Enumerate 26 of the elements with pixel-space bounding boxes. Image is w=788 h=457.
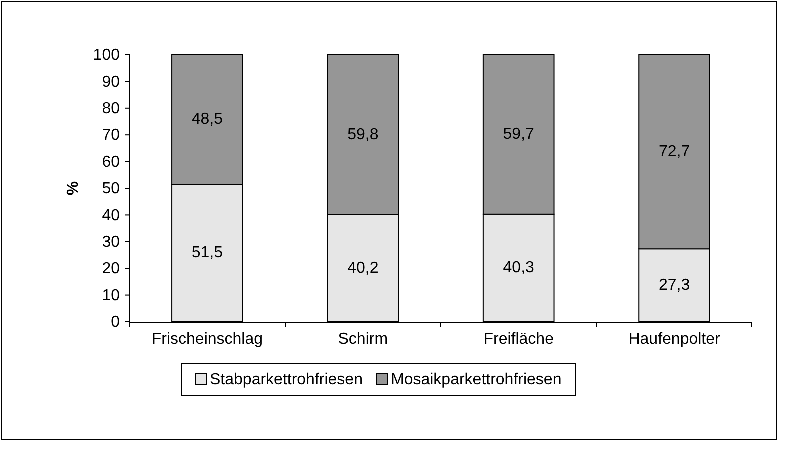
y-tick-label: 10 <box>102 287 120 304</box>
data-label: 59,8 <box>348 126 379 144</box>
y-tick-label: 0 <box>111 314 120 332</box>
data-label: 59,7 <box>503 126 535 144</box>
y-tick-label: 20 <box>102 260 120 278</box>
data-label: 72,7 <box>658 144 690 161</box>
y-tick-label: 50 <box>102 180 120 198</box>
y-tick-label: 100 <box>93 47 120 64</box>
y-tick-label: 60 <box>102 154 120 171</box>
x-tick-label: Schirm <box>338 331 388 348</box>
y-axis-title: % <box>65 181 82 196</box>
y-tick-label: 30 <box>102 234 120 252</box>
x-tick-label: Freifläche <box>484 331 554 348</box>
data-label: 40,2 <box>348 260 379 277</box>
y-tick-label: 70 <box>102 127 120 144</box>
data-label: 40,3 <box>503 260 535 277</box>
data-label: 27,3 <box>658 277 690 294</box>
x-tick-label: Frischeinschlag <box>152 331 264 348</box>
y-tick-label: 80 <box>102 100 120 118</box>
legend-label: Stabparkettrohfriesen <box>210 372 363 388</box>
data-label: 48,5 <box>192 111 224 128</box>
x-tick-label: Haufenpolter <box>628 331 722 348</box>
y-tick-label: 40 <box>102 207 120 224</box>
y-tick-label: 90 <box>102 74 120 91</box>
legend-label: Mosaikparkettrohfriesen <box>390 372 562 388</box>
data-label: 51,5 <box>192 244 224 262</box>
